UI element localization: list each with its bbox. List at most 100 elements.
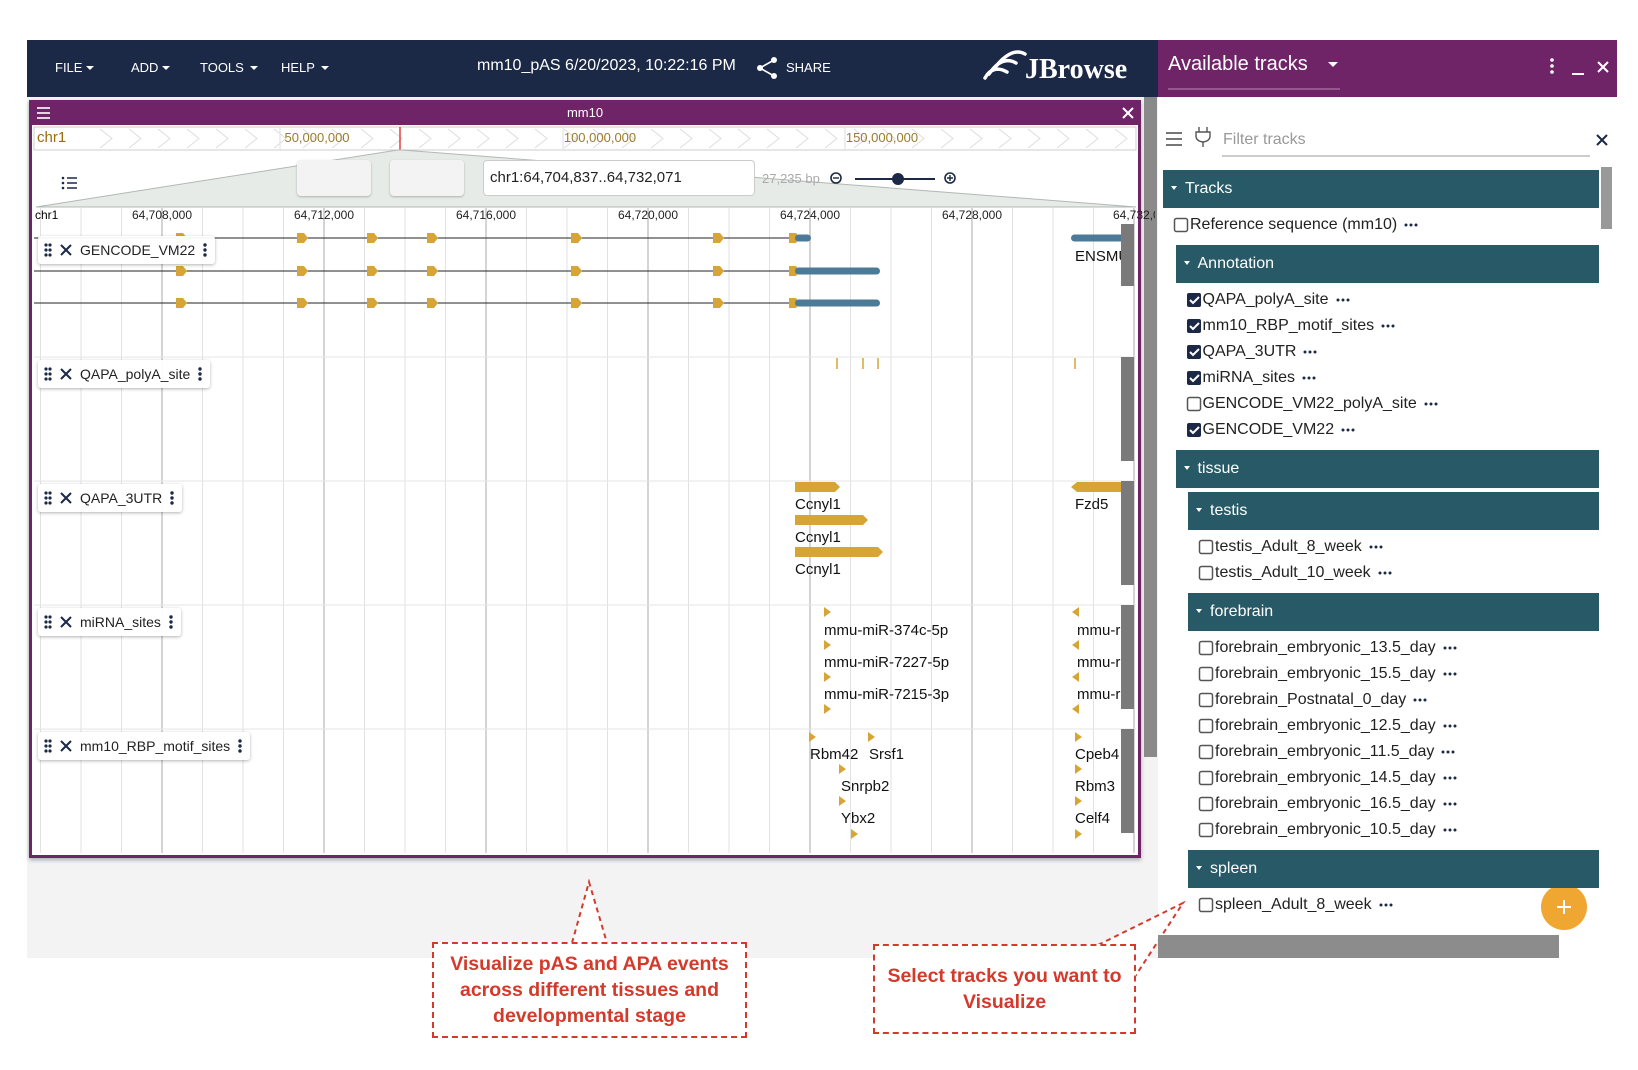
back-button[interactable] [297, 160, 371, 196]
drag-handle[interactable] [44, 615, 52, 629]
track-item-menu[interactable] [1381, 323, 1395, 329]
collapse-caret [1183, 261, 1190, 265]
ruler-tick-label: 64,724,000 [779, 208, 841, 223]
checkbox[interactable] [1198, 718, 1214, 734]
track-item: spleen_Adult_8_week [1198, 892, 1393, 918]
checkbox[interactable] [1198, 640, 1214, 656]
ruler-tick-label: 64,708,000 [131, 208, 193, 223]
track-item: GENCODE_VM22_polyA_site [1186, 391, 1438, 417]
track-item-menu[interactable] [1441, 749, 1455, 755]
checkbox[interactable] [1198, 897, 1214, 913]
close-track[interactable] [60, 616, 72, 628]
checkbox-checked[interactable] [1186, 422, 1202, 438]
checkbox-checked[interactable] [1186, 318, 1202, 334]
location-box[interactable] [483, 160, 755, 196]
category-header[interactable]: Tracks [1163, 170, 1599, 208]
track-item-menu[interactable] [1341, 427, 1355, 433]
category-header[interactable]: forebrain [1188, 593, 1599, 631]
view-width: 27,235 bp [762, 170, 820, 186]
ruler-tick-label: 64,720,000 [617, 208, 679, 223]
forward-button[interactable] [390, 160, 464, 196]
ruler-tick-label: 64,716,000 [455, 208, 517, 223]
category-header[interactable]: tissue [1175, 450, 1599, 488]
filter-input[interactable]: Filter tracks [1223, 130, 1306, 148]
track-item-menu[interactable] [1443, 723, 1457, 729]
track-item-menu[interactable] [1302, 375, 1316, 381]
track-label: miRNA_sites [38, 608, 181, 636]
checkbox-checked[interactable] [1186, 292, 1202, 308]
track-item-name: mm10_RBP_motif_sites [1202, 317, 1375, 334]
track-item-name: testis_Adult_10_week [1215, 564, 1371, 581]
track-item-menu[interactable] [1443, 775, 1457, 781]
track-item-name: Reference sequence (mm10) [1190, 216, 1398, 233]
checkbox[interactable] [1198, 744, 1214, 760]
checkbox-checked[interactable] [1186, 370, 1202, 386]
track-menu[interactable] [170, 491, 174, 505]
checkbox[interactable] [1198, 565, 1214, 581]
track-item-menu[interactable] [1424, 401, 1438, 407]
session-name: mm10_pAS 6/20/2023, 10:22:16 PM [477, 56, 736, 74]
track-name: GENCODE_VM22 [80, 242, 196, 258]
ruler-tick-label: 64,712,000 [293, 208, 355, 223]
category-header[interactable]: spleen [1188, 850, 1599, 888]
drawer-bar [1158, 40, 1617, 97]
track-item-menu[interactable] [1336, 297, 1350, 303]
close-track[interactable] [60, 368, 72, 380]
view-header [32, 103, 1138, 125]
track-item-menu[interactable] [1404, 222, 1418, 228]
track-item-menu[interactable] [1379, 902, 1393, 908]
drag-handle[interactable] [44, 739, 52, 753]
menu-button[interactable]: TOOLS [200, 59, 244, 75]
close-track[interactable] [60, 244, 72, 256]
share-button[interactable]: SHARE [786, 59, 831, 75]
track-item-menu[interactable] [1443, 827, 1457, 833]
checkbox[interactable] [1186, 396, 1202, 412]
category-name: Annotation [1197, 255, 1275, 272]
track-item-menu[interactable] [1443, 801, 1457, 807]
view-frame [29, 100, 1141, 858]
close-track[interactable] [60, 740, 72, 752]
track-item: GENCODE_VM22 [1186, 417, 1356, 443]
drag-handle[interactable] [44, 491, 52, 505]
checkbox[interactable] [1198, 539, 1214, 555]
close-track[interactable] [60, 492, 72, 504]
collapse-caret [1171, 186, 1177, 190]
track-item-menu[interactable] [1443, 645, 1457, 651]
track-menu[interactable] [169, 615, 173, 629]
track-item-name: forebrain_Postnatal_0_day [1215, 691, 1407, 708]
track-item-menu[interactable] [1303, 349, 1317, 355]
track-item-name: GENCODE_VM22_polyA_site [1202, 395, 1417, 412]
collapse-caret [1196, 609, 1202, 613]
track-label: QAPA_3UTR [38, 484, 183, 512]
checkbox-checked[interactable] [1186, 344, 1202, 360]
track-item-menu[interactable] [1413, 697, 1427, 703]
track-item-name: QAPA_3UTR [1202, 343, 1297, 360]
menu-button[interactable]: FILE [55, 59, 83, 75]
category-header[interactable]: Annotation [1175, 245, 1599, 283]
track-item: QAPA_polyA_site [1186, 287, 1350, 313]
track-item-menu[interactable] [1369, 544, 1383, 550]
location-text: chr1:64,704,837..64,732,071 [490, 169, 682, 187]
drag-handle[interactable] [44, 243, 52, 257]
track-menu[interactable] [198, 367, 202, 381]
checkbox[interactable] [1198, 666, 1214, 682]
track-item-name: QAPA_polyA_site [1202, 291, 1329, 308]
checkbox[interactable] [1198, 796, 1214, 812]
menu-button[interactable]: HELP [281, 59, 315, 75]
checkbox[interactable] [1198, 822, 1214, 838]
checkbox[interactable] [1173, 217, 1189, 233]
track-menu[interactable] [238, 739, 242, 753]
category-header[interactable]: testis [1188, 492, 1599, 530]
drag-handle[interactable] [44, 367, 52, 381]
track-item: testis_Adult_10_week [1198, 560, 1392, 586]
menu-button[interactable]: ADD [131, 59, 159, 75]
track-item-name: testis_Adult_8_week [1215, 538, 1362, 555]
checkbox[interactable] [1198, 692, 1214, 708]
track-item-menu[interactable] [1443, 671, 1457, 677]
track-item-name: spleen_Adult_8_week [1215, 896, 1372, 913]
track-menu[interactable] [203, 243, 207, 257]
track-item-name: miRNA_sites [1202, 369, 1295, 386]
track-item-menu[interactable] [1378, 570, 1392, 576]
checkbox[interactable] [1198, 770, 1214, 786]
